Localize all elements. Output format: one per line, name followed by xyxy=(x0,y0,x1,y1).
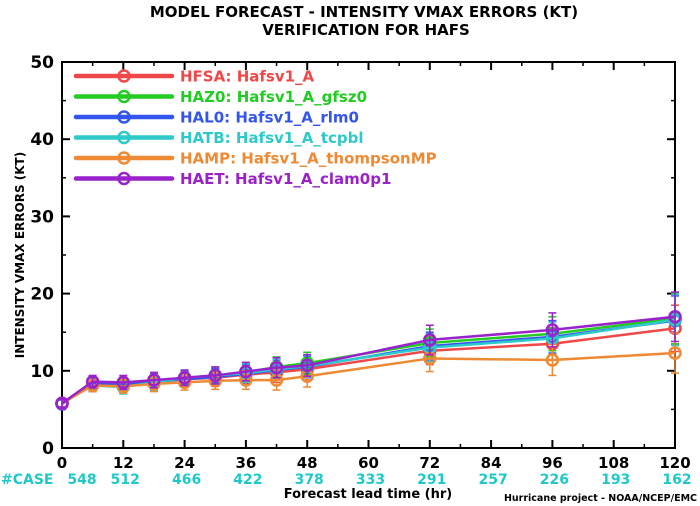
legend-label: HFSA: Hafsv1_A xyxy=(180,68,315,86)
legend-entry: HAMP: Hafsv1_A_thompsonMP xyxy=(73,150,437,168)
data-point xyxy=(545,323,560,337)
legend-entry: HFSA: Hafsv1_A xyxy=(73,68,315,86)
x-tick-label: 108 xyxy=(598,454,629,472)
data-point xyxy=(545,353,560,367)
case-count: 291 xyxy=(417,472,446,488)
x-tick-label: 120 xyxy=(659,454,690,472)
y-tick-label: 40 xyxy=(30,130,54,150)
x-tick-label: 84 xyxy=(481,454,502,472)
x-tick-label: 24 xyxy=(174,454,195,472)
case-count: 333 xyxy=(356,472,385,488)
chart-title: MODEL FORECAST - INTENSITY VMAX ERRORS (… xyxy=(150,3,578,21)
y-tick-label: 50 xyxy=(30,53,54,73)
x-tick-label: 36 xyxy=(235,454,256,472)
legend-swatch-marker xyxy=(117,89,131,104)
case-count: 162 xyxy=(662,472,691,488)
legend-entry: HAET: Hafsv1_A_clam0p1 xyxy=(73,170,391,188)
data-point xyxy=(269,360,284,375)
legend-label: HAMP: Hafsv1_A_thompsonMP xyxy=(180,150,437,168)
case-count: 226 xyxy=(540,472,569,488)
legend-label: HAL0: Hafsv1_A_rlm0 xyxy=(180,109,359,127)
x-tick-label: 48 xyxy=(297,454,318,472)
data-point xyxy=(147,373,161,387)
series-group xyxy=(55,332,682,410)
x-tick-label: 12 xyxy=(113,454,134,472)
x-tick-label: 72 xyxy=(419,454,440,472)
legend-label: HAET: Hafsv1_A_clam0p1 xyxy=(180,170,391,188)
legend-label: HAZ0: Hafsv1_A_gfsz0 xyxy=(180,88,367,106)
legend-swatch-marker xyxy=(117,171,131,186)
x-tick-label: 0 xyxy=(57,454,67,472)
y-tick-label: 10 xyxy=(30,362,54,382)
legend-swatch-marker xyxy=(117,130,131,145)
plot-area: 0 10 20 30 40 50 0 12 24 36 48 60 72 84 96 108 120 HFSA: … xyxy=(30,53,690,472)
x-tick-label: 60 xyxy=(358,454,379,472)
y-tick-label: 20 xyxy=(30,285,54,305)
y-tick-label: 0 xyxy=(42,439,54,459)
case-count: 512 xyxy=(111,472,140,488)
data-point xyxy=(116,375,131,390)
chart-subtitle: VERIFICATION FOR HAFS xyxy=(262,21,470,39)
case-count: 378 xyxy=(295,472,324,488)
credit-text: Hurricane project - NOAA/NCEP/EMC xyxy=(504,493,697,504)
legend-entry: HATB: Hafsv1_A_tcpbl xyxy=(73,129,364,147)
legend-label: HATB: Hafsv1_A_tcpbl xyxy=(180,129,364,147)
case-count: 422 xyxy=(233,472,262,488)
data-point xyxy=(208,368,222,383)
y-axis-label: INTENSITY VMAX ERRORS (KT) xyxy=(13,152,27,358)
data-point xyxy=(55,396,69,410)
legend-entry: HAL0: Hafsv1_A_rlm0 xyxy=(73,109,359,127)
case-row-label: #CASE xyxy=(1,472,54,488)
x-axis-label: Forecast lead time (hr) xyxy=(284,487,452,502)
data-point xyxy=(668,310,682,324)
legend-entry: HAZ0: Hafsv1_A_gfsz0 xyxy=(73,88,367,106)
data-point xyxy=(85,374,100,389)
data-point xyxy=(300,358,314,373)
legend-swatch-marker xyxy=(117,110,131,124)
data-point xyxy=(423,333,437,347)
data-point xyxy=(239,364,253,379)
data-point xyxy=(177,370,192,385)
x-tick-label: 96 xyxy=(542,454,563,472)
legend-swatch-marker xyxy=(117,151,131,165)
case-count: 193 xyxy=(601,472,630,488)
case-count: 466 xyxy=(172,472,201,488)
case-count: 257 xyxy=(478,472,507,488)
case-count: 548 xyxy=(67,472,96,488)
data-point xyxy=(668,346,682,360)
legend-swatch-marker xyxy=(117,69,131,83)
series-group xyxy=(55,291,682,410)
y-tick-label: 30 xyxy=(30,207,54,227)
